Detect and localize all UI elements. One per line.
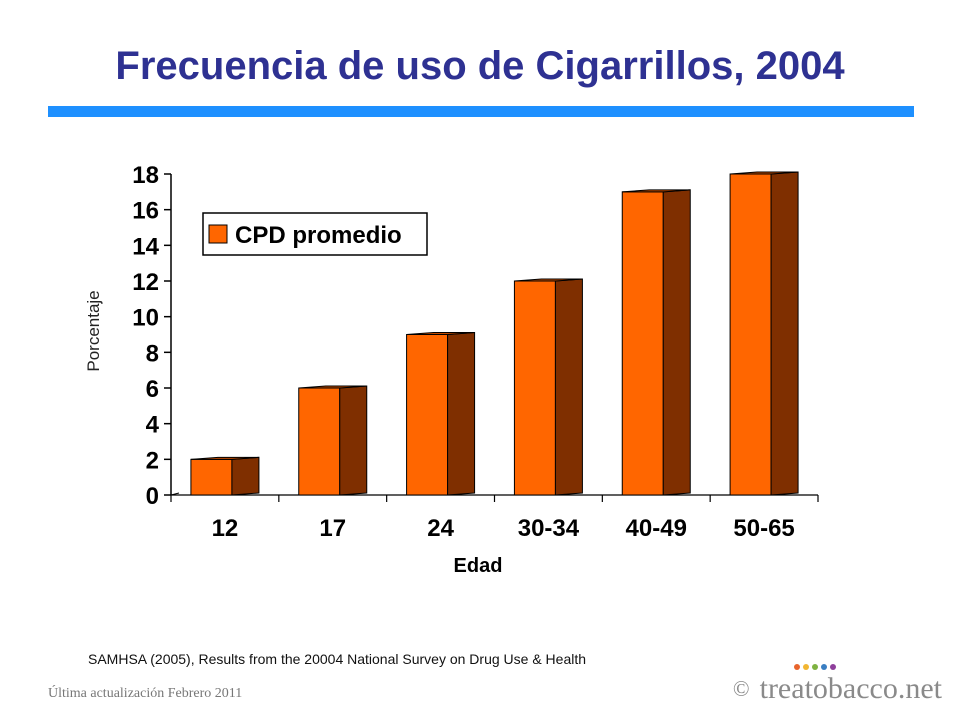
y-tick-label: 14 — [132, 233, 159, 260]
bar-front — [190, 458, 233, 496]
brand-dots-icon — [793, 664, 836, 670]
x-tick-label: 40-49 — [626, 515, 687, 542]
bar-side — [447, 331, 476, 496]
bar-top — [298, 385, 367, 389]
x-tick-label: 24 — [427, 515, 454, 542]
y-tick-label: 2 — [146, 447, 159, 474]
brand-dot — [829, 664, 836, 670]
y-tick-label: 8 — [146, 340, 159, 367]
x-tick-label: 30-34 — [518, 515, 580, 542]
copyright-icon: © — [732, 676, 750, 701]
bar-side — [554, 278, 583, 496]
y-axis-title: Porcentaje — [84, 290, 103, 371]
bar-front — [513, 280, 556, 496]
bar-top — [730, 171, 799, 175]
x-tick-label: 17 — [319, 515, 346, 542]
brand-dot — [793, 664, 800, 670]
bar-front — [406, 334, 449, 496]
bar-front — [298, 387, 341, 496]
bar-side — [231, 456, 260, 496]
y-tick-label: 10 — [132, 305, 159, 332]
bar-top — [406, 332, 475, 335]
y-tick-label: 12 — [132, 269, 159, 296]
x-tick-label: 12 — [212, 515, 239, 542]
bar-front — [729, 173, 772, 496]
brand-dot — [802, 664, 809, 670]
title-underline-bar — [48, 106, 914, 117]
brand-dot — [811, 664, 818, 670]
y-tick-label: 16 — [132, 198, 159, 225]
x-tick-label: 50-65 — [733, 515, 794, 542]
citation-text: SAMHSA (2005), Results from the 20004 Na… — [88, 651, 587, 667]
footer-brand: © treatobacco.net — [732, 664, 942, 706]
bar-top — [190, 456, 259, 460]
x-axis-floor-edge — [170, 492, 180, 496]
brand-dot — [820, 664, 827, 670]
legend-swatch — [208, 224, 228, 244]
bar-front — [621, 191, 664, 496]
y-tick-label: 18 — [132, 162, 159, 189]
brand-logo: treatobacco.net — [759, 664, 942, 706]
bar-top — [514, 278, 583, 282]
y-tick-label: 6 — [146, 376, 159, 403]
x-axis-title: Edad — [454, 555, 503, 577]
bar-top — [622, 189, 691, 193]
legend-box — [202, 212, 428, 256]
y-tick-label: 4 — [146, 412, 160, 439]
bar-side — [770, 171, 799, 496]
bar-side — [339, 385, 368, 496]
legend-label: CPD promedio — [235, 222, 402, 249]
bar-side — [662, 189, 691, 496]
brand-name: treatobacco.net — [759, 672, 942, 705]
y-tick-label: 0 — [146, 483, 159, 510]
footer-update-date: Última actualización Febrero 2011 — [48, 686, 243, 701]
slide-title: Frecuencia de uso de Cigarrillos, 2004 — [115, 44, 845, 88]
